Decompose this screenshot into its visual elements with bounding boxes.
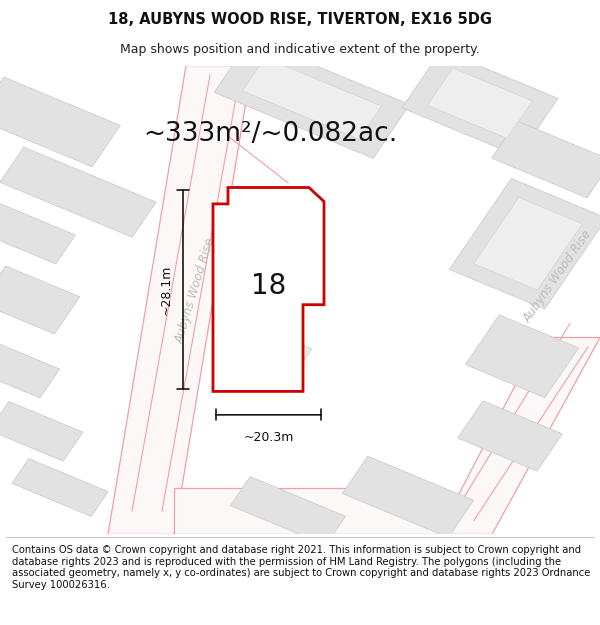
- Polygon shape: [428, 68, 532, 138]
- Polygon shape: [473, 198, 583, 290]
- Polygon shape: [458, 401, 562, 471]
- Polygon shape: [108, 66, 252, 534]
- Text: ~28.1m: ~28.1m: [159, 264, 172, 314]
- Polygon shape: [0, 342, 59, 398]
- Polygon shape: [0, 266, 80, 334]
- Polygon shape: [0, 77, 121, 167]
- Text: 18, AUBYNS WOOD RISE, TIVERTON, EX16 5DG: 18, AUBYNS WOOD RISE, TIVERTON, EX16 5DG: [108, 12, 492, 27]
- Polygon shape: [226, 221, 320, 304]
- Text: 18: 18: [251, 272, 286, 300]
- Polygon shape: [0, 147, 156, 238]
- Text: Aubyns Wood Rise: Aubyns Wood Rise: [173, 236, 217, 345]
- Polygon shape: [343, 456, 473, 538]
- Text: Map shows position and indicative extent of the property.: Map shows position and indicative extent…: [120, 42, 480, 56]
- Polygon shape: [402, 50, 558, 156]
- Polygon shape: [449, 178, 600, 309]
- Polygon shape: [438, 338, 600, 534]
- Polygon shape: [234, 327, 312, 386]
- Polygon shape: [242, 58, 382, 139]
- Polygon shape: [230, 477, 346, 545]
- Polygon shape: [491, 121, 600, 198]
- Polygon shape: [214, 39, 410, 158]
- Polygon shape: [213, 188, 324, 391]
- Polygon shape: [0, 196, 76, 264]
- Text: ~333m²/~0.082ac.: ~333m²/~0.082ac.: [143, 121, 397, 147]
- Text: Aubyns Wood Rise: Aubyns Wood Rise: [521, 228, 595, 325]
- Polygon shape: [12, 459, 108, 516]
- Polygon shape: [0, 401, 83, 461]
- Polygon shape: [174, 488, 438, 534]
- Text: ~20.3m: ~20.3m: [244, 431, 293, 444]
- Text: Contains OS data © Crown copyright and database right 2021. This information is : Contains OS data © Crown copyright and d…: [12, 545, 590, 590]
- Polygon shape: [466, 315, 578, 398]
